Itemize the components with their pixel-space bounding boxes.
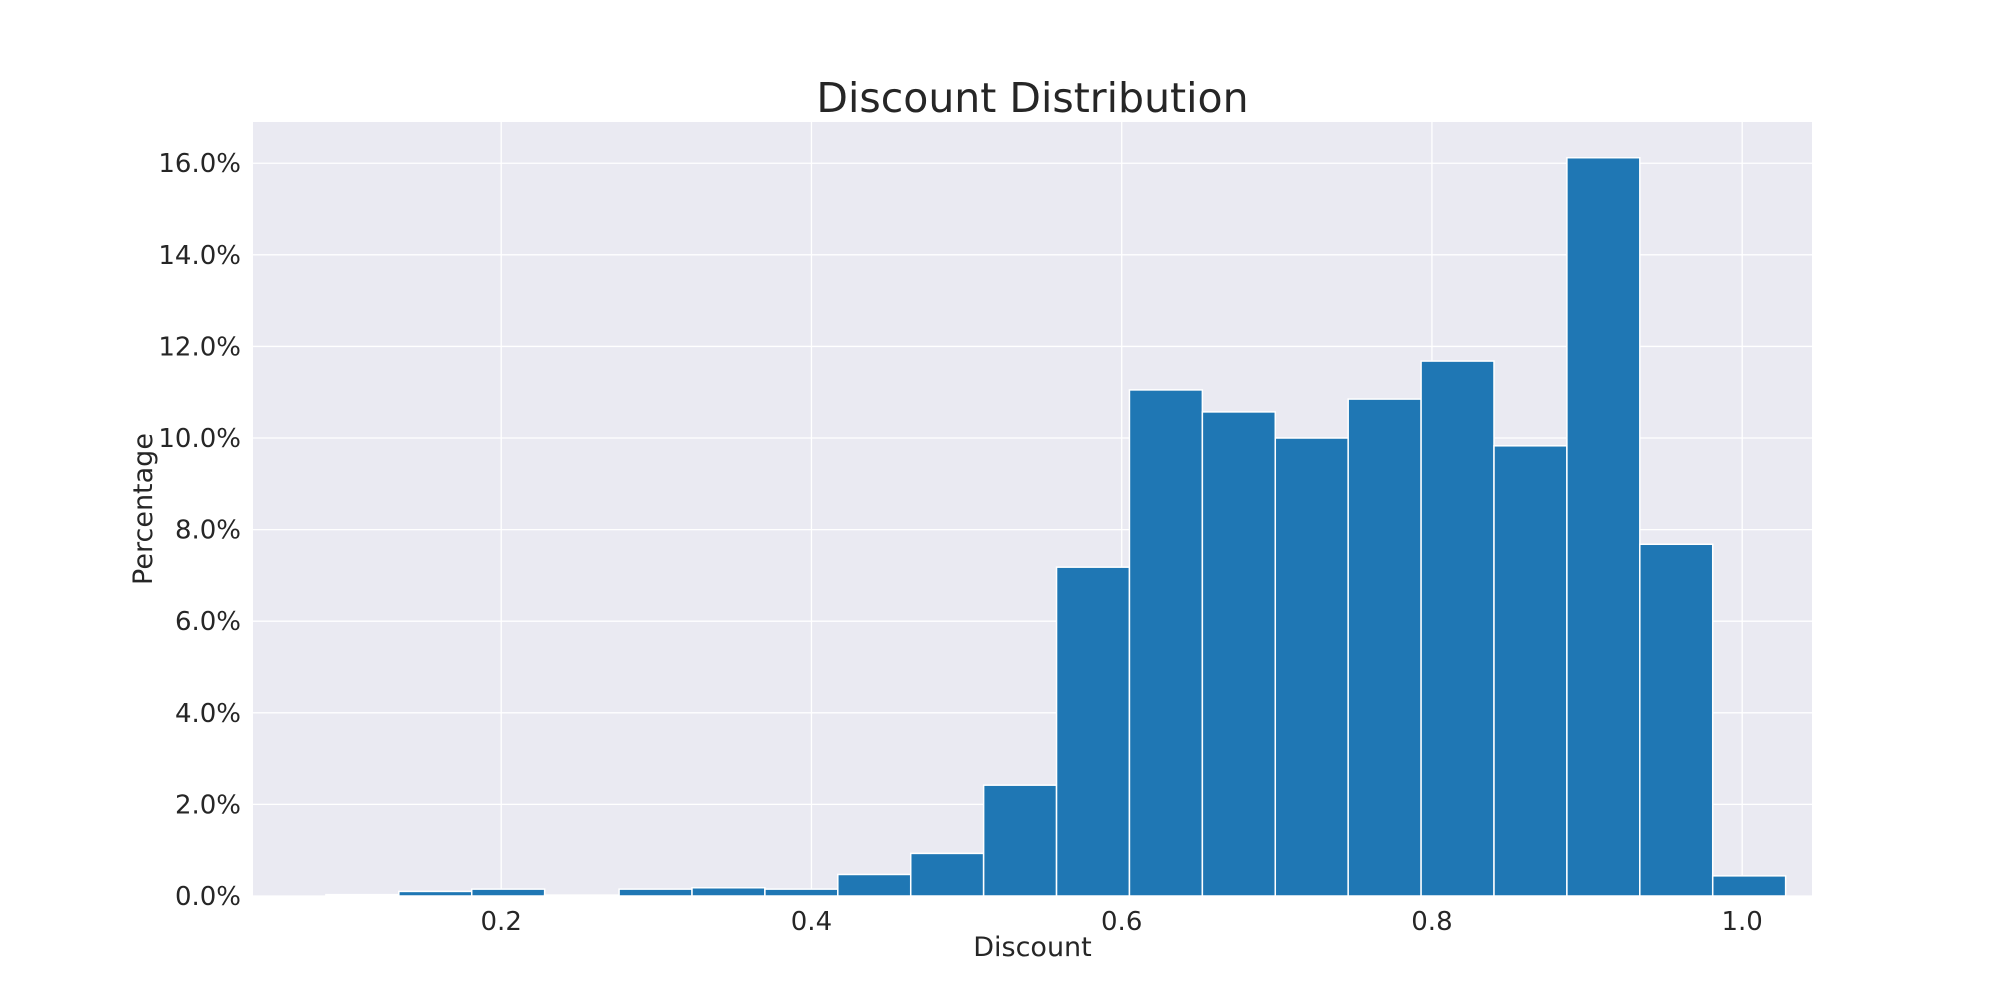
histogram-bar-17 xyxy=(1420,360,1495,897)
histogram-bar-2 xyxy=(325,893,400,897)
y-axis-ticks: 0.0% 2.0% 4.0% 6.0% 8.0% 10.0% 12.0% 14.0% 16.0% xyxy=(158,149,241,912)
y-tick-label: 14.0% xyxy=(158,241,241,271)
histogram-bar-14 xyxy=(1201,411,1277,897)
y-tick-label: 16.0% xyxy=(158,149,241,179)
histogram-bar-15 xyxy=(1274,437,1349,897)
y-tick-label: 12.0% xyxy=(158,332,241,362)
histogram-bar-18 xyxy=(1493,445,1568,897)
chart-title: Discount Distribution xyxy=(816,74,1248,122)
y-tick-label: 0.0% xyxy=(175,882,241,912)
histogram-bar-6 xyxy=(618,888,693,897)
x-tick-label: 0.2 xyxy=(481,907,522,937)
y-axis-label: Percentage xyxy=(128,433,159,585)
y-tick-label: 2.0% xyxy=(175,790,241,820)
histogram-bar-7 xyxy=(691,887,766,897)
x-tick-label: 0.4 xyxy=(791,907,832,937)
histogram-bars xyxy=(325,156,1787,897)
y-tick-label: 6.0% xyxy=(175,607,241,637)
x-tick-label: 0.6 xyxy=(1101,907,1142,937)
histogram-bar-8 xyxy=(764,888,839,897)
x-tick-label: 1.0 xyxy=(1722,907,1763,937)
x-tick-label: 0.8 xyxy=(1411,907,1452,937)
histogram-bar-9 xyxy=(837,873,912,897)
histogram-bar-5 xyxy=(543,894,620,897)
y-tick-label: 8.0% xyxy=(175,516,241,546)
x-axis-ticks: 0.2 0.4 0.6 0.8 1.0 xyxy=(481,907,1763,937)
x-axis-label: Discount xyxy=(973,932,1092,963)
histogram-bar-11 xyxy=(982,784,1058,897)
histogram-bar-10 xyxy=(909,852,985,897)
histogram-bar-19 xyxy=(1566,156,1641,897)
histogram-bar-12 xyxy=(1055,566,1131,897)
y-tick-label: 10.0% xyxy=(158,424,241,454)
histogram-bar-4 xyxy=(470,888,546,897)
histogram-bar-20 xyxy=(1639,543,1714,897)
histogram-bar-21 xyxy=(1711,875,1787,897)
histogram-bar-13 xyxy=(1128,389,1204,897)
y-tick-label: 4.0% xyxy=(175,699,241,729)
histogram-bar-3 xyxy=(398,890,473,897)
histogram-bar-16 xyxy=(1347,398,1422,897)
